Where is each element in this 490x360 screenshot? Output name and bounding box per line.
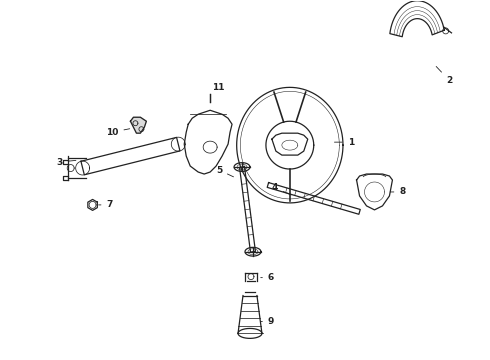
Text: 1: 1 bbox=[335, 138, 354, 147]
Text: 11: 11 bbox=[212, 83, 224, 92]
Text: 6: 6 bbox=[261, 273, 274, 282]
Text: 5: 5 bbox=[216, 166, 234, 177]
Text: 2: 2 bbox=[436, 67, 452, 85]
Text: 3: 3 bbox=[56, 158, 76, 167]
Text: 7: 7 bbox=[98, 201, 113, 210]
Text: 10: 10 bbox=[106, 128, 130, 137]
Text: 4: 4 bbox=[271, 184, 291, 195]
Text: 9: 9 bbox=[261, 317, 274, 326]
Text: 8: 8 bbox=[390, 188, 406, 197]
Polygon shape bbox=[130, 117, 147, 133]
